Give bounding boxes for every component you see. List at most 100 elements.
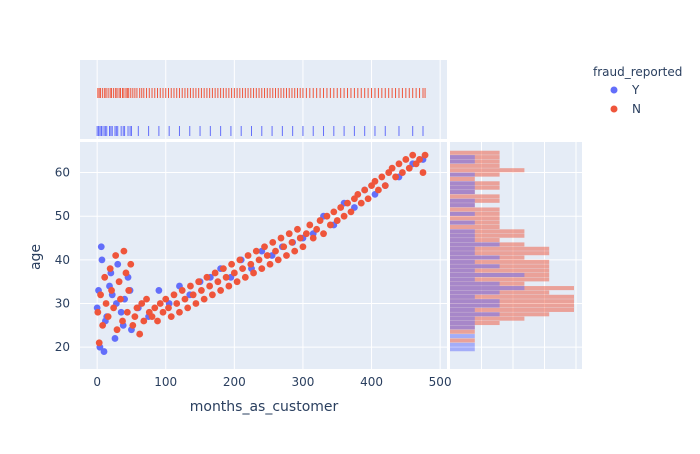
scatter-point-n — [104, 313, 112, 321]
scatter-point-n — [405, 164, 413, 172]
histogram-bar-y — [450, 320, 475, 326]
scatter-point-n — [129, 321, 137, 329]
histogram-bar-y — [450, 286, 525, 291]
histogram-bar-y — [450, 268, 475, 273]
scatter-point-n — [354, 190, 362, 198]
histogram-bar-y — [450, 229, 475, 234]
scatter-point-n — [230, 269, 238, 277]
histogram-bar-y — [450, 277, 475, 282]
histogram-bar-y — [450, 347, 475, 352]
histogram-bar-y — [450, 198, 475, 203]
scatter-point-n — [102, 300, 110, 307]
histogram-bar-n — [450, 303, 574, 308]
scatter-point-n — [198, 287, 205, 294]
scatter-point-y — [114, 260, 122, 268]
histogram-bar-y — [450, 185, 475, 190]
scatter-point-n — [148, 313, 156, 321]
scatter-point-n — [283, 252, 290, 259]
histogram-bar-y — [450, 259, 475, 264]
scatter-point-n — [176, 308, 183, 316]
scatter-point-n — [122, 269, 130, 277]
histogram-bar-y — [450, 307, 475, 312]
scatter-point-n — [140, 317, 148, 325]
scatter-point-n — [344, 199, 351, 207]
scatter-point-n — [285, 230, 293, 238]
scatter-point-n — [217, 287, 225, 294]
scatter-point-n — [214, 278, 222, 286]
scatter-point-y — [117, 308, 125, 316]
histogram-bar-n — [450, 299, 574, 304]
histogram-bar-y — [450, 316, 475, 321]
scatter-point-n — [364, 195, 372, 203]
histogram-bar-n — [450, 251, 550, 256]
scatter-point-n — [320, 230, 327, 238]
scatter-point-n — [143, 295, 150, 303]
x-tick-label: 400 — [360, 375, 383, 389]
histogram-bar-n — [450, 268, 550, 273]
legend-title: fraud_reported — [593, 65, 682, 79]
legend-item-n[interactable]: N — [610, 102, 641, 116]
histogram-bar-n — [450, 316, 525, 321]
x-tick-label: 300 — [291, 375, 314, 389]
histogram-bar-n — [450, 338, 475, 343]
scatter-point-n — [110, 304, 118, 312]
scatter-point-n — [162, 295, 170, 303]
legend-item-y[interactable]: Y — [610, 83, 641, 97]
scatter-point-n — [326, 221, 334, 229]
scatter-point-n — [108, 287, 115, 294]
histogram-bar-y — [450, 294, 475, 299]
scatter-point-n — [241, 273, 249, 281]
scatter-point-n — [294, 225, 301, 233]
y-tick-label: 20 — [55, 340, 70, 354]
scatter-point-n — [309, 234, 317, 242]
scatter-point-n — [313, 225, 321, 233]
scatter-point-n — [192, 300, 200, 307]
y-axis-title: age — [28, 244, 44, 270]
scatter-point-n — [371, 177, 379, 185]
histogram-bar-n — [450, 207, 500, 212]
scatter-point-n — [395, 160, 403, 168]
scatter-point-n — [409, 151, 417, 159]
scatter-point-n — [250, 269, 257, 277]
legend: fraud_reported Y N — [593, 65, 682, 116]
scatter-point-n — [125, 287, 133, 294]
scatter-point-n — [416, 156, 423, 163]
scatter-point-n — [288, 239, 296, 246]
scatter-point-n — [181, 295, 189, 303]
histogram-bar-n — [450, 259, 550, 264]
scatter-point-n — [388, 164, 396, 172]
histogram-bar-y — [450, 334, 475, 339]
scatter-point-n — [306, 221, 314, 229]
scatter-point-n — [138, 300, 146, 307]
histogram-bar-y — [450, 255, 500, 260]
scatter-point-n — [123, 308, 131, 316]
scatter-point-n — [200, 295, 208, 303]
histogram-bar-y — [450, 251, 475, 256]
scatter-point-n — [247, 260, 255, 268]
scatter-point-n — [115, 278, 123, 286]
scatter-point-n — [375, 186, 382, 194]
scatter-point-n — [94, 308, 102, 316]
histogram-bar-n — [450, 233, 525, 238]
histogram-bar-n — [450, 229, 525, 234]
histogram-bar-y — [450, 242, 500, 247]
histogram-bar-n — [450, 194, 500, 199]
scatter-point-n — [239, 265, 246, 272]
y-tick-label: 30 — [55, 297, 70, 311]
histogram-bar-y — [450, 303, 500, 308]
scatter-point-n — [340, 212, 348, 220]
scatter-point-n — [99, 321, 107, 329]
scatter-point-n — [402, 156, 410, 163]
histogram-bar-y — [450, 272, 525, 278]
scatter-point-n — [136, 330, 144, 338]
scatter-point-n — [225, 282, 233, 290]
main-plot-area — [80, 142, 447, 369]
scatter-point-y — [155, 287, 163, 294]
scatter-point-n — [357, 199, 365, 207]
histogram-bar-y — [450, 290, 500, 295]
scatter-point-n — [277, 234, 285, 242]
scatter-point-n — [296, 234, 304, 242]
scatter-point-n — [299, 243, 307, 251]
scatter-point-n — [269, 239, 277, 246]
histogram-bar-y — [450, 342, 475, 347]
